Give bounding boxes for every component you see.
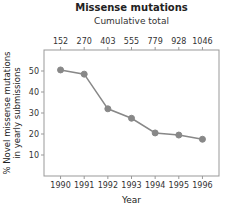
x-axis-label: Year: [121, 195, 141, 205]
y-tick-label: 30: [29, 109, 39, 118]
chart-container: Missense mutations Cumulative total 10 20 30…: [0, 0, 227, 222]
y-tick: [41, 71, 44, 72]
x-tick: [178, 176, 179, 179]
x-tick-label: 1994: [145, 181, 165, 190]
y-axis-label: % Novel missense mutationsin yearly subm…: [2, 51, 22, 175]
y-tick-label: 40: [29, 88, 39, 97]
axes: 10 20 30 40 50 1990 1991 19921993 1994 19951996 15…: [29, 37, 213, 190]
x-tick-label: 1995: [169, 181, 189, 190]
x-tick: [60, 176, 61, 179]
top-tick-label: 928: [171, 37, 186, 46]
x-tick-label: 1992: [98, 181, 118, 190]
y-tick: [41, 92, 44, 93]
x-tick: [155, 176, 156, 179]
point: [152, 130, 158, 136]
top-tick: [155, 47, 156, 50]
x-tick-label: 1996: [192, 181, 212, 190]
x-tick: [202, 176, 203, 179]
subtitle: Cumulative total: [94, 16, 169, 26]
y-tick-label: 10: [29, 151, 39, 160]
top-tick: [178, 47, 179, 50]
title: Missense mutations: [75, 2, 188, 13]
y-tick: [41, 155, 44, 156]
top-tick: [131, 47, 132, 50]
point: [105, 106, 111, 112]
y-tick: [41, 113, 44, 114]
line: [61, 70, 203, 139]
point: [199, 136, 205, 142]
top-tick-label: 270: [77, 37, 92, 46]
x-tick-label: 1993: [121, 181, 141, 190]
y-tick: [41, 134, 44, 135]
plot-frame: [44, 50, 219, 176]
x-tick: [84, 176, 85, 179]
top-tick: [202, 47, 203, 50]
point: [81, 71, 87, 77]
top-tick: [60, 47, 61, 50]
top-tick: [107, 47, 108, 50]
top-tick-label: 152: [53, 37, 68, 46]
top-tick-label: 779: [148, 37, 163, 46]
point: [129, 115, 135, 121]
top-tick-label: 555: [124, 37, 139, 46]
top-tick: [84, 47, 85, 50]
chart: Missense mutations Cumulative total 10 20 30…: [0, 0, 227, 222]
y-tick-label: 20: [29, 130, 39, 139]
x-tick-label: 1990: [50, 181, 70, 190]
y-tick-label: 50: [29, 67, 39, 76]
point: [58, 67, 64, 73]
point: [176, 132, 182, 138]
x-tick: [131, 176, 132, 179]
x-tick-label: 1991: [74, 181, 94, 190]
data-layer: [58, 67, 206, 142]
y-axis-label-line: % Novel missense mutations: [2, 51, 12, 175]
top-tick-label: 403: [100, 37, 115, 46]
top-tick-label: 1046: [192, 37, 212, 46]
x-tick: [107, 176, 108, 179]
y-axis-label-line: in yearly submissions: [12, 67, 22, 159]
